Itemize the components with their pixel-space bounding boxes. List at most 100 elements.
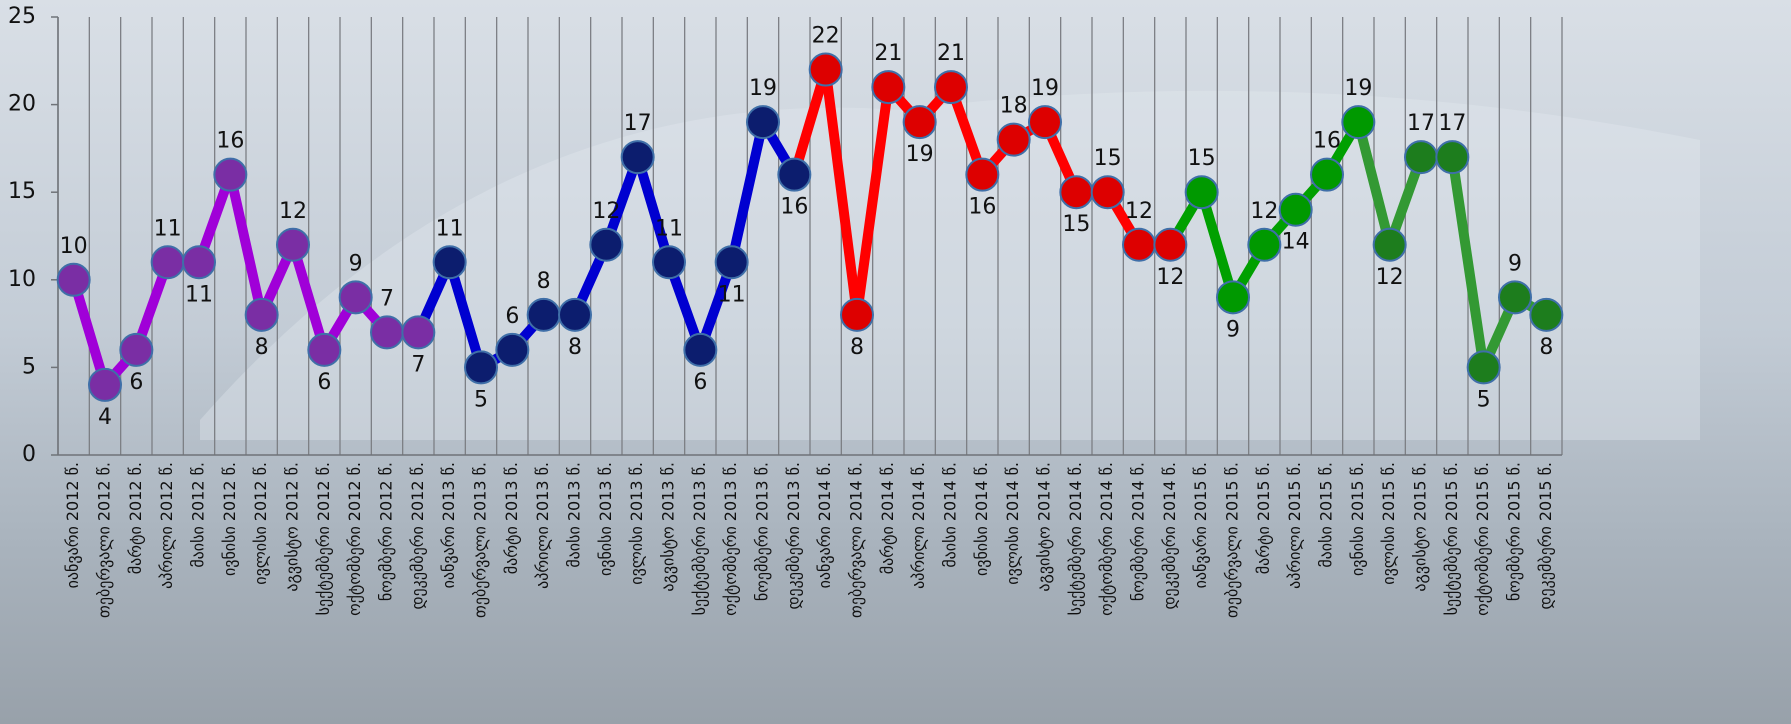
data-label: 6 xyxy=(317,370,331,395)
marker xyxy=(401,315,436,350)
data-label: 7 xyxy=(411,352,425,377)
data-label: 16 xyxy=(1313,129,1341,154)
marker xyxy=(1278,192,1313,227)
data-label: 19 xyxy=(906,142,934,167)
data-label: 19 xyxy=(1344,76,1372,101)
line-segment xyxy=(225,169,267,320)
marker xyxy=(902,105,937,140)
x-tick-label: იანვარი 2012 წ. xyxy=(63,462,82,588)
data-label: 11 xyxy=(436,216,464,241)
line-segment xyxy=(68,274,110,390)
marker xyxy=(213,157,248,192)
line-segment xyxy=(632,152,674,268)
marker xyxy=(871,70,906,105)
y-tick-label: 5 xyxy=(22,354,36,379)
x-tick-label: თებერვალი 2015 წ. xyxy=(1223,462,1242,618)
data-label: 19 xyxy=(1031,76,1059,101)
marker xyxy=(808,52,843,87)
marker xyxy=(1341,105,1376,140)
x-tick-label: აგვისტო 2012 წ. xyxy=(283,462,302,592)
x-tick-label: თებერვალი 2014 წ. xyxy=(847,462,866,618)
marker xyxy=(714,245,749,280)
x-tick-label: მარტი 2014 წ. xyxy=(878,462,897,574)
line-segment xyxy=(288,239,330,355)
x-tick-label: აპრილი 2013 წ. xyxy=(533,462,552,589)
x-tick-label: აგვისტო 2014 წ. xyxy=(1035,462,1054,592)
marker xyxy=(1059,175,1094,210)
x-tick-label: თებერვალი 2012 წ. xyxy=(95,462,114,618)
marker xyxy=(307,332,342,367)
x-tick-label: მაისი 2014 წ. xyxy=(941,462,960,568)
marker xyxy=(589,227,624,262)
data-label: 12 xyxy=(279,199,307,224)
data-label: 12 xyxy=(1125,199,1153,224)
x-tick-label: სექტემბერი 2012 წ. xyxy=(314,462,333,615)
data-label: 9 xyxy=(1508,251,1522,276)
x-tick-label: ოქტომბერი 2015 წ. xyxy=(1473,462,1492,616)
marker xyxy=(652,245,686,280)
line-segment xyxy=(852,82,894,320)
marker xyxy=(1372,227,1407,262)
x-tick-label: აპრილი 2014 წ. xyxy=(909,462,928,589)
marker xyxy=(934,70,968,105)
marker xyxy=(683,332,718,367)
data-label: 8 xyxy=(1539,335,1553,360)
x-tick-label: აგვისტო 2015 წ. xyxy=(1411,462,1430,592)
x-tick-label: ივნისი 2014 წ. xyxy=(972,462,991,576)
marker xyxy=(432,245,467,280)
data-label: 17 xyxy=(1407,111,1435,136)
x-tick-label: მაისი 2015 წ. xyxy=(1317,462,1336,568)
marker xyxy=(150,245,185,280)
x-tick-label: სექტემბერი 2013 წ. xyxy=(690,462,709,615)
data-label: 8 xyxy=(850,335,864,360)
marker xyxy=(1466,350,1501,385)
data-label: 9 xyxy=(1226,317,1240,342)
data-label: 6 xyxy=(129,370,143,395)
marker xyxy=(1216,280,1250,315)
marker xyxy=(56,262,91,297)
x-tick-label: აპრილი 2015 წ. xyxy=(1285,462,1304,589)
data-label: 14 xyxy=(1282,230,1310,255)
x-tick-label: მარტი 2013 წ. xyxy=(502,462,521,574)
data-label: 21 xyxy=(874,41,902,66)
data-label: 22 xyxy=(812,24,840,49)
y-tick-label: 15 xyxy=(8,179,36,204)
x-tick-label: იანვარი 2014 წ. xyxy=(815,462,834,588)
x-tick-label: მარტი 2015 წ. xyxy=(1254,462,1273,574)
x-tick-label: ივნისი 2015 წ. xyxy=(1348,462,1367,576)
x-tick-label: აგვისტო 2013 წ. xyxy=(659,462,678,592)
marker xyxy=(620,140,655,175)
data-label: 19 xyxy=(749,76,777,101)
y-tick-label: 0 xyxy=(22,442,36,467)
marker xyxy=(276,227,310,262)
marker xyxy=(965,157,1000,192)
plot-area: 0 5 10 15 20 25 იანვარი 2012 წ. თებერვალი 2012 … xyxy=(8,4,1564,618)
data-label: 15 xyxy=(1188,146,1216,171)
data-label: 17 xyxy=(1438,111,1466,136)
marker xyxy=(338,280,373,315)
marker xyxy=(526,297,561,332)
x-tick-label: აპრილი 2012 წ. xyxy=(157,462,176,589)
data-label: 17 xyxy=(624,111,652,136)
x-tick-label: ოქტომბერი 2013 წ. xyxy=(721,462,740,616)
y-tick-label: 20 xyxy=(8,92,36,117)
x-tick-label: ნოემბერი 2013 წ. xyxy=(753,462,772,601)
data-label: 16 xyxy=(780,195,808,220)
marker xyxy=(1404,140,1438,175)
line-segment xyxy=(1353,117,1395,250)
marker xyxy=(996,122,1031,157)
data-label: 11 xyxy=(655,216,683,241)
data-label: 18 xyxy=(1000,94,1028,119)
x-tick-label: სექტემბერი 2015 წ. xyxy=(1442,462,1461,615)
x-tick-label: თებერვალი 2013 წ. xyxy=(471,462,490,618)
data-label: 8 xyxy=(255,335,269,360)
x-tick-label: მაისი 2013 წ. xyxy=(565,462,584,568)
marker xyxy=(1184,175,1219,210)
x-tick-label: ივლისი 2014 წ. xyxy=(1003,462,1022,585)
data-label: 7 xyxy=(380,286,394,311)
marker xyxy=(88,367,122,402)
line-segment xyxy=(1196,187,1238,303)
line-segment xyxy=(444,257,486,373)
